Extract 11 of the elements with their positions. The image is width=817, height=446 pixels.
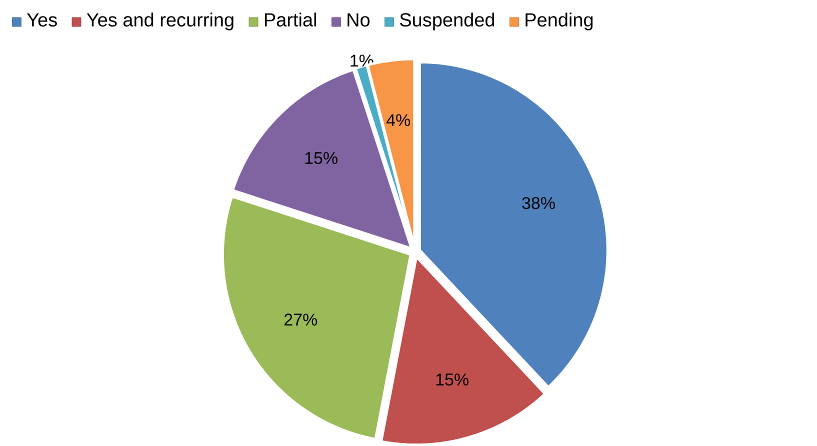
legend-label: No: [348, 13, 370, 27]
data-label: 38%: [522, 197, 555, 210]
legend-label: Yes: [27, 13, 57, 27]
data-label: 4%: [386, 114, 410, 126]
data-label: 15%: [305, 152, 338, 164]
legend-label: Yes and recurring: [86, 12, 234, 30]
legend-label: Suspended: [400, 12, 494, 30]
data-label: 15%: [436, 374, 468, 386]
legend-label: Partial: [264, 12, 316, 27]
legend-label: Pending: [526, 12, 593, 30]
data-label: 27%: [284, 314, 318, 326]
